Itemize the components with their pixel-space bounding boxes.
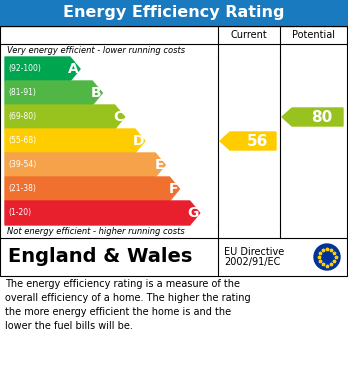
Text: Current: Current	[231, 30, 267, 40]
Polygon shape	[5, 153, 165, 177]
Bar	[0, 0, 348, 26]
Polygon shape	[5, 177, 180, 201]
Text: (39-54): (39-54)	[8, 160, 36, 170]
Polygon shape	[5, 81, 102, 105]
Text: Not energy efficient - higher running costs: Not energy efficient - higher running co…	[7, 227, 185, 236]
Polygon shape	[282, 108, 343, 126]
Text: 80: 80	[311, 109, 332, 124]
Text: Potential: Potential	[292, 30, 335, 40]
Text: A: A	[68, 62, 79, 76]
Polygon shape	[5, 129, 145, 153]
Text: The energy efficiency rating is a measure of the
overall efficiency of a home. T: The energy efficiency rating is a measur…	[5, 279, 251, 331]
Text: (1-20): (1-20)	[8, 208, 31, 217]
Circle shape	[314, 244, 340, 270]
Polygon shape	[220, 132, 276, 150]
Polygon shape	[5, 105, 125, 129]
Text: D: D	[133, 134, 144, 148]
Text: (69-80): (69-80)	[8, 113, 36, 122]
Text: EU Directive: EU Directive	[224, 247, 284, 257]
Text: E: E	[155, 158, 164, 172]
Polygon shape	[5, 201, 200, 225]
Text: B: B	[91, 86, 101, 100]
Text: C: C	[113, 110, 124, 124]
Text: Energy Efficiency Rating: Energy Efficiency Rating	[63, 5, 285, 20]
Text: (21-38): (21-38)	[8, 185, 36, 194]
Text: England & Wales: England & Wales	[8, 248, 192, 267]
Text: (55-68): (55-68)	[8, 136, 36, 145]
Text: Very energy efficient - lower running costs: Very energy efficient - lower running co…	[7, 46, 185, 55]
Text: F: F	[169, 182, 179, 196]
Bar	[0, 26, 347, 276]
Text: (81-91): (81-91)	[8, 88, 36, 97]
Text: G: G	[187, 206, 199, 220]
Text: 56: 56	[246, 133, 268, 149]
Polygon shape	[5, 57, 80, 81]
Text: (92-100): (92-100)	[8, 65, 41, 74]
Text: 2002/91/EC: 2002/91/EC	[224, 257, 280, 267]
